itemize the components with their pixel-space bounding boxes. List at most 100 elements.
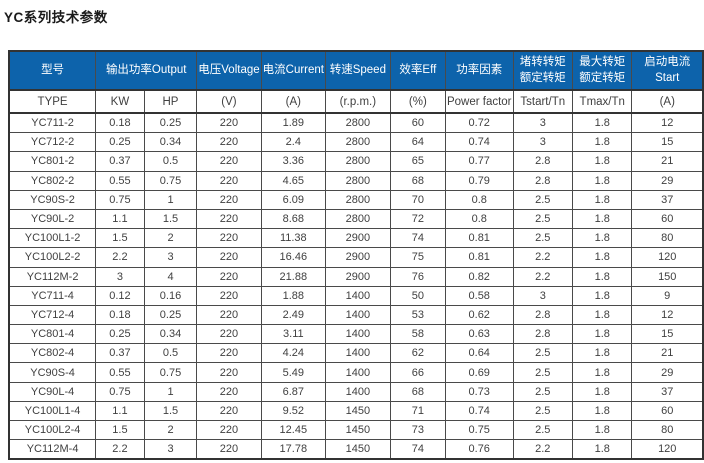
header-row-sub: TYPE KW HP (V) (A) (r.p.m.) (%) Power factor Tst… [8,89,704,114]
table-cell: 2800 [325,132,391,153]
column-subheader: (A) [631,89,704,114]
table-cell: 2.2 [95,247,145,268]
column-header: 堵转转矩 额定转矩 [512,50,574,91]
table-cell: 37 [631,381,704,402]
table-cell: 50 [389,285,446,306]
table-cell: 2900 [325,247,391,268]
table-cell: 0.75 [95,189,145,210]
table-cell: YC100L2-2 [8,247,97,268]
table-cell: 0.55 [95,362,145,383]
table-cell: 12 [631,304,704,326]
table-cell: YC90L-2 [8,208,97,230]
column-header: 转速Speed [325,50,391,91]
table-row: YC100L1-2 1.5 2 220 11.38 2900 74 0.81 2.5 1.8 80 [8,228,704,249]
column-subheader: TYPE [8,89,97,114]
table-cell: 6.87 [260,381,327,402]
table-cell: 1.8 [571,151,633,172]
table-cell: 4.24 [260,343,327,364]
table-cell: 1.89 [260,112,327,134]
table-cell: 1.5 [95,419,145,441]
table-cell: 0.64 [444,343,514,364]
table-cell: 220 [196,151,262,172]
table-cell: 0.75 [143,170,198,191]
table-cell: 3 [512,112,574,134]
table-cell: 0.75 [143,362,198,383]
table-cell: 1400 [325,343,391,364]
table-cell: 73 [389,419,446,441]
table-cell: YC112M-2 [8,266,97,287]
table-cell: 2.5 [512,381,574,402]
table-cell: 66 [389,362,446,383]
table-cell: 1.1 [95,400,145,422]
table-cell: 2900 [325,266,391,287]
table-row: YC90L-2 1.1 1.5 220 8.68 2800 72 0.8 2.5 1.8 60 [8,208,704,230]
table-cell: 68 [389,381,446,402]
table-cell: 2800 [325,151,391,172]
table-cell: 2.2 [95,439,145,460]
table-cell: 0.74 [444,400,514,422]
table-cell: YC801-4 [8,324,97,345]
table-row: YC801-2 0.37 0.5 220 3.36 2800 65 0.77 2.8 1.8 21 [8,151,704,172]
table-cell: YC90S-4 [8,362,97,383]
table-cell: 74 [389,439,446,460]
table-cell: 70 [389,189,446,210]
table-cell: 2800 [325,189,391,210]
table-cell: 0.25 [95,324,145,345]
table-cell: 220 [196,304,262,326]
table-cell: 1.8 [571,266,633,287]
table-cell: YC711-2 [8,112,97,134]
column-header: 最大转矩 额定转矩 [571,50,633,91]
table-cell: 120 [631,439,704,460]
table-row: YC802-4 0.37 0.5 220 4.24 1400 62 0.64 2.5 1.8 21 [8,343,704,364]
table-cell: 74 [389,228,446,249]
table-row: YC711-4 0.12 0.16 220 1.88 1400 50 0.58 3 1.8 9 [8,285,704,306]
table-cell: 0.37 [95,151,145,172]
table-cell: 15 [631,324,704,345]
table-cell: 15 [631,132,704,153]
table-cell: 1.8 [571,362,633,383]
table-cell: 2.8 [512,324,574,345]
table-cell: 1450 [325,439,391,460]
column-subheader: Tmax/Tn [571,89,633,114]
table-row: YC100L1-4 1.1 1.5 220 9.52 1450 71 0.74 2.5 1.8 60 [8,400,704,422]
table-cell: 29 [631,170,704,191]
table-cell: 1.8 [571,228,633,249]
table-row: YC90S-4 0.55 0.75 220 5.49 1400 66 0.69 2.5 1.8 29 [8,362,704,383]
table-cell: 21 [631,151,704,172]
table-cell: 3 [95,266,145,287]
table-cell: 2.5 [512,400,574,422]
table-cell: 1.1 [95,208,145,230]
table-cell: 3.36 [260,151,327,172]
table-cell: 75 [389,247,446,268]
table-cell: 220 [196,343,262,364]
table-cell: 1.8 [571,112,633,134]
table-cell: 0.5 [143,343,198,364]
table-cell: 76 [389,266,446,287]
table-row: YC712-2 0.25 0.34 220 2.4 2800 64 0.74 3 1.8 15 [8,132,704,153]
table-cell: YC100L2-4 [8,419,97,441]
table-cell: 9 [631,285,704,306]
table-row: YC90S-2 0.75 1 220 6.09 2800 70 0.8 2.5 1.8 37 [8,189,704,210]
column-subheader: HP [143,89,198,114]
table-cell: 8.68 [260,208,327,230]
table-cell: 6.09 [260,189,327,210]
table-cell: 1 [143,189,198,210]
column-subheader: Power factor [444,89,514,114]
table-cell: 1400 [325,324,391,345]
table-row: YC100L2-4 1.5 2 220 12.45 1450 73 0.75 2.5 1.8 80 [8,419,704,441]
column-header: 型号 [8,50,97,91]
table-cell: 37 [631,189,704,210]
table-cell: 2800 [325,208,391,230]
table-cell: 2.8 [512,151,574,172]
table-cell: 1.8 [571,285,633,306]
table-cell: YC100L1-4 [8,400,97,422]
table-cell: YC712-4 [8,304,97,326]
table-cell: 65 [389,151,446,172]
table-cell: 0.58 [444,285,514,306]
table-cell: 0.34 [143,132,198,153]
table-cell: 62 [389,343,446,364]
table-cell: 1.8 [571,419,633,441]
table-row: YC90L-4 0.75 1 220 6.87 1400 68 0.73 2.5 1.8 37 [8,381,704,402]
table-cell: 1.8 [571,189,633,210]
table-cell: YC90L-4 [8,381,97,402]
